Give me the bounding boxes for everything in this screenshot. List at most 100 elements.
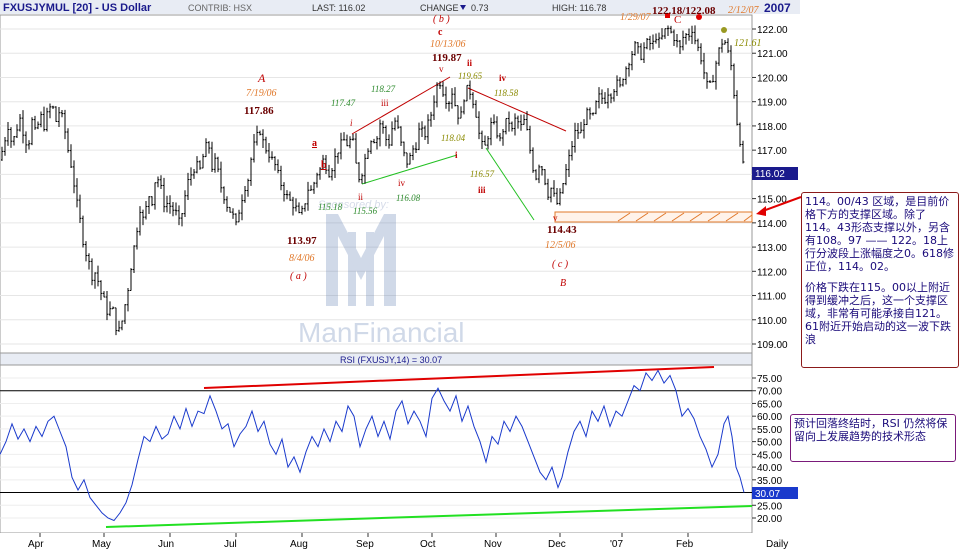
wave-label: 114.43 <box>547 224 577 236</box>
price-tick-label: 112.00 <box>757 267 787 278</box>
x-tick-label: Apr <box>28 539 44 550</box>
wave-label: 8/4/06 <box>289 253 315 264</box>
wave-label: 115.18 <box>318 202 343 212</box>
channel-lower-line <box>361 154 458 185</box>
x-tick-label: Feb <box>676 539 694 550</box>
x-tick-label: Nov <box>484 539 502 550</box>
wave-label: iii <box>381 98 389 108</box>
price-panel <box>0 14 753 354</box>
wave-label: v <box>439 64 444 74</box>
wave-label: ii <box>467 58 473 68</box>
rsi-tick-label: 20.00 <box>757 514 782 525</box>
rsi-last-value: 30.07 <box>755 489 780 500</box>
change-label: CHANGE <box>420 3 459 13</box>
watermark: Sponsored by: ManFinancial <box>298 199 465 348</box>
down-channel-lower-line <box>485 147 535 221</box>
price-tick-label: 115.00 <box>757 195 787 206</box>
wave-label: 118.04 <box>441 133 466 143</box>
support-zone-hatch <box>617 212 753 222</box>
wave-label: 122.18/122.08 <box>652 5 716 17</box>
wave-label: iv <box>398 178 406 188</box>
note-pointer-arrowhead <box>756 206 766 216</box>
x-tick-label: May <box>92 539 111 550</box>
wave-label: C <box>674 14 681 26</box>
retest-marker <box>721 27 727 33</box>
chart-title: FXUSJYMUL [20] - US Dollar <box>3 2 152 14</box>
watermark-sponsored: Sponsored by: <box>318 199 389 211</box>
wave-label: 113.97 <box>287 235 317 247</box>
wave-label: 7/19/06 <box>246 88 277 99</box>
price-tick-label: 111.00 <box>757 292 787 303</box>
x-tick-label: Aug <box>290 539 308 550</box>
rsi-tick-label: 65.00 <box>757 399 782 410</box>
wave-label: 119.65 <box>458 71 483 81</box>
price-tick-label: 117.00 <box>757 146 787 157</box>
wave-label: A <box>257 71 266 85</box>
wave-label: 116.57 <box>470 169 495 179</box>
wave-label: ( c ) <box>552 259 569 270</box>
rsi-tick-label: 75.00 <box>757 374 782 385</box>
wave-label: a <box>312 138 317 149</box>
rsi-tick-label: 45.00 <box>757 450 782 461</box>
x-tick-label: Oct <box>420 539 436 550</box>
rsi-tick-label: 60.00 <box>757 412 782 423</box>
peak-marker <box>696 14 702 20</box>
wave-label: 118.58 <box>494 88 519 98</box>
price-tick-label: 109.00 <box>757 340 788 351</box>
wave-label: 12/5/06 <box>545 240 576 251</box>
high-label: HIGH: 116.78 <box>552 3 606 13</box>
rsi-tick-label: 55.00 <box>757 425 782 436</box>
support-note-para1: 114。00/43 区域，是目前价格下方的支撑区域。除了114。43形态支撑以外… <box>805 195 954 273</box>
support-note-para2: 价格下跌在115。00以上附近得到缓冲之后，这一个支撑区域，非常有可能承接自12… <box>805 281 951 346</box>
rsi-lower-trendline <box>105 505 753 528</box>
wave-label: ( b ) <box>433 14 450 25</box>
wave-label: i <box>455 150 458 160</box>
wave-label: iv <box>499 73 507 83</box>
rsi-last-tag <box>752 487 798 499</box>
rsi-upper-trendline <box>203 366 715 389</box>
rsi-note-box: 预计回落终结时，RSI 仍然将保留向上发展趋势的技术形态 <box>790 414 956 462</box>
wave-label: 117.86 <box>244 105 274 117</box>
wave-label: ii <box>358 192 364 202</box>
wave-label: 1/29/07 <box>620 12 652 23</box>
rsi-tick-label: 25.00 <box>757 501 782 512</box>
wave-label: B <box>560 278 566 289</box>
last-label: LAST: 116.02 <box>312 3 365 13</box>
wave-label: 119.87 <box>432 52 462 64</box>
watermark-brand: ManFinancial <box>298 317 465 348</box>
rsi-y-axis: 20.0025.0030.0035.0040.0045.0050.0055.00… <box>752 374 782 525</box>
rsi-tick-label: 35.00 <box>757 476 782 487</box>
rsi-tick-label: 50.00 <box>757 438 782 449</box>
price-tick-label: 120.00 <box>757 73 788 84</box>
rsi-series-line <box>0 369 745 522</box>
note-pointer-line <box>759 196 802 213</box>
x-tick-label: Dec <box>548 539 566 550</box>
last-price-value: 116.02 <box>755 169 785 180</box>
wave-label: c <box>438 27 443 38</box>
wave-label: 115.56 <box>353 206 378 216</box>
wave-label: b <box>321 160 327 171</box>
price-tick-label: 114.00 <box>757 219 787 230</box>
wave-label: 118.27 <box>371 84 396 94</box>
x-tick-label: Jun <box>158 539 174 550</box>
header-bar <box>0 0 800 14</box>
x-axis-bar <box>0 533 800 550</box>
x-tick-label: '07 <box>610 539 623 550</box>
wave-label: v <box>553 213 558 223</box>
x-tick-label: Daily <box>766 539 788 550</box>
support-note-box: 114。00/43 区域，是目前价格下方的支撑区域。除了114。43形态支撑以外… <box>801 192 959 368</box>
x-tick-label: Sep <box>356 539 374 550</box>
price-tick-label: 122.00 <box>757 25 788 36</box>
rsi-tick-label: 70.00 <box>757 387 782 398</box>
x-axis: Apr May Jun Jul Aug Sep Oct Nov Dec '07 Feb Daily <box>28 533 788 550</box>
wave-label: 121.61 <box>734 38 762 49</box>
wave-label: 117.47 <box>331 98 356 108</box>
price-tick-label: 121.00 <box>757 49 788 60</box>
price-y-axis: 109.00 110.00 111.00 112.00 113.00 114.00 115.… <box>752 25 788 351</box>
rsi-title: RSI (FXUSJY,14) = 30.07 <box>340 355 442 365</box>
year-label: 2007 <box>764 1 791 15</box>
last-price-tag <box>752 167 798 180</box>
wave-label: iii <box>478 185 486 195</box>
manfinancial-logo <box>326 214 396 306</box>
